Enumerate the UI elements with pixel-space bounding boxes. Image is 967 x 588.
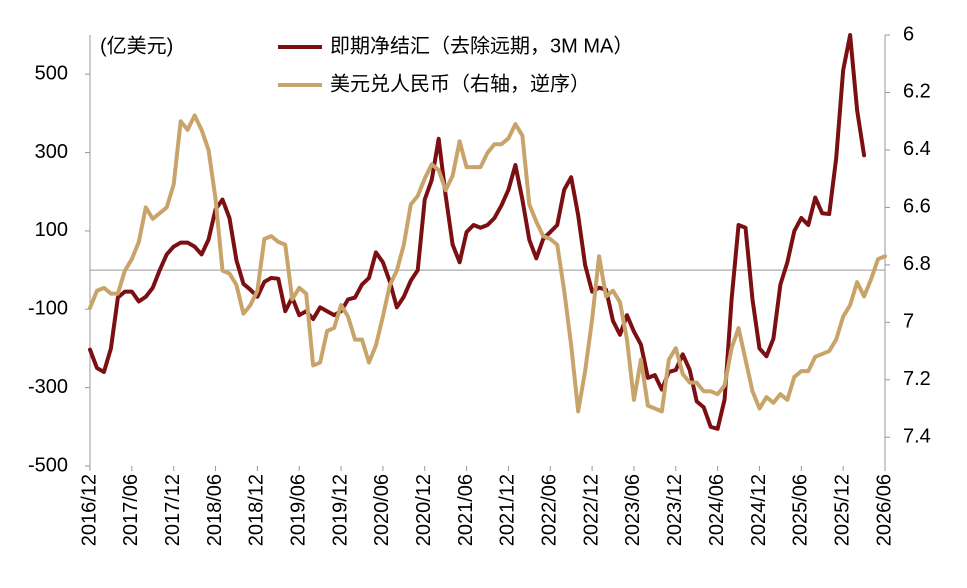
x-tick-label: 2024/06 [706, 474, 728, 546]
x-tick-label: 2020/12 [413, 474, 435, 546]
y-tick-label: 300 [35, 141, 68, 163]
x-tick-label: 2022/12 [580, 474, 602, 546]
x-tick-label: 2022/06 [539, 474, 561, 546]
series-line [88, 33, 867, 431]
y-tick-label: -300 [28, 376, 68, 398]
legend-label: 美元兑人民币（右轴，逆序） [330, 72, 590, 95]
x-tick-label: 2023/12 [664, 474, 686, 546]
y2-tick-label: 7.2 [903, 368, 931, 390]
x-tick-label: 2017/06 [120, 474, 142, 546]
x-tick-label: 2025/12 [831, 474, 853, 546]
y2-tick-label: 6.2 [903, 81, 931, 103]
y2-tick-label: 6.4 [903, 138, 931, 160]
y2-tick-label: 6 [903, 23, 914, 45]
x-tick-label: 2021/12 [497, 474, 519, 546]
y-tick-label: 500 [35, 62, 68, 84]
x-tick-label: 2020/06 [371, 474, 393, 546]
legend-label: 即期净结汇（去除远期，3M MA） [330, 34, 633, 57]
x-tick-label: 2017/12 [162, 474, 184, 546]
x-tick-label: 2026/06 [873, 474, 895, 546]
x-tick-label: 2024/12 [748, 474, 770, 546]
y2-tick-label: 7 [903, 311, 914, 333]
y2-tick-label: 6.8 [903, 253, 931, 275]
x-tick-label: 2019/12 [329, 474, 351, 546]
x-tick-label: 2021/06 [455, 474, 477, 546]
x-tick-label: 2018/12 [246, 474, 268, 546]
y2-tick-label: 7.4 [903, 426, 931, 448]
x-tick-label: 2019/06 [287, 474, 309, 546]
x-tick-label: 2023/06 [622, 474, 644, 546]
y2-tick-label: 6.6 [903, 196, 931, 218]
y-tick-label: -500 [28, 454, 68, 476]
x-tick-label: 2025/06 [790, 474, 812, 546]
x-tick-label: 2018/06 [204, 474, 226, 546]
y-axis-unit: (亿美元) [100, 34, 173, 57]
series-line [88, 113, 887, 414]
x-tick-label: 2016/12 [78, 474, 100, 546]
y-tick-label: 100 [35, 219, 68, 241]
y-tick-label: -100 [28, 298, 68, 320]
